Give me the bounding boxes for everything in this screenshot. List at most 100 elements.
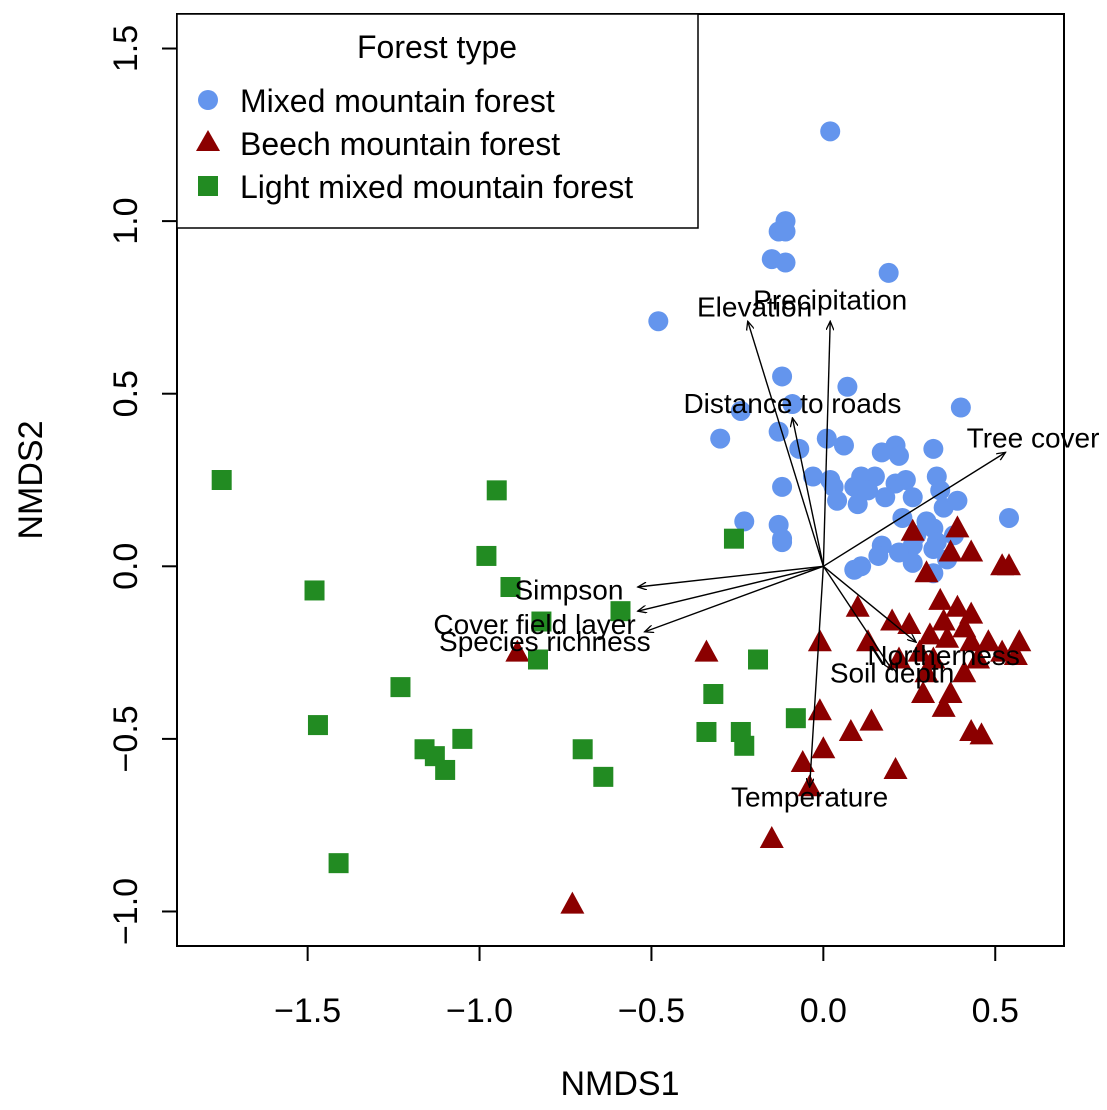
x-tick-label: 0.5 — [972, 992, 1019, 1030]
point-beech — [790, 750, 815, 773]
y-axis-title: NMDS2 — [12, 420, 50, 539]
vector-label: Precipitation — [753, 285, 907, 316]
point-light — [390, 677, 411, 698]
y-tick-label: 1.0 — [107, 197, 145, 244]
vector-arrow — [810, 566, 825, 787]
point-beech — [945, 515, 970, 538]
point-beech — [897, 611, 922, 634]
point-beech — [945, 594, 970, 617]
point-mixed — [833, 435, 854, 456]
point-beech — [914, 660, 939, 683]
point-mixed — [648, 311, 669, 332]
vector-label: Temperature — [731, 782, 888, 813]
vector-label: Elevation — [697, 291, 812, 322]
vector: Cover field layer — [433, 565, 824, 640]
x-axis-title: NMDS1 — [560, 1065, 679, 1103]
point-beech — [694, 639, 719, 662]
point-light — [748, 649, 769, 670]
point-mixed — [803, 466, 824, 487]
point-beech — [976, 629, 1001, 652]
point-mixed — [858, 480, 879, 501]
point-beech — [935, 625, 960, 648]
point-beech — [859, 708, 884, 731]
legend-label-mixed: Mixed mountain forest — [240, 83, 555, 119]
point-mixed — [878, 262, 899, 283]
vector-arrow — [822, 452, 1005, 567]
vector-arrow — [638, 565, 824, 611]
point-mixed — [827, 490, 848, 511]
point-mixed — [775, 221, 796, 242]
point-beech — [966, 646, 991, 669]
vector-arrow — [792, 418, 825, 567]
point-beech — [811, 736, 836, 759]
point-beech — [938, 539, 963, 562]
point-light — [572, 739, 593, 760]
point-beech — [911, 681, 936, 704]
vector: Simpson — [514, 565, 824, 605]
point-mixed — [902, 487, 923, 508]
vector: Temperature — [731, 566, 888, 813]
vector: Precipitation — [753, 285, 907, 567]
point-beech — [883, 756, 908, 779]
vector-arrow — [638, 565, 824, 587]
point-light — [531, 611, 552, 632]
x-tick-label: −0.5 — [618, 992, 685, 1030]
point-mixed — [772, 476, 793, 497]
point-beech — [931, 608, 956, 631]
y-tick-label: −0.5 — [107, 705, 145, 772]
point-beech — [917, 622, 942, 645]
vector-arrow — [822, 565, 916, 642]
point-mixed — [820, 121, 841, 142]
point-light — [328, 853, 349, 874]
point-mixed — [947, 490, 968, 511]
point-beech — [959, 629, 984, 652]
point-light — [304, 580, 325, 601]
point-mixed — [930, 480, 951, 501]
point-beech — [928, 587, 953, 610]
point-light — [527, 649, 548, 670]
point-beech — [900, 518, 925, 541]
point-light — [696, 721, 717, 742]
point-beech — [931, 694, 956, 717]
point-mixed — [847, 494, 868, 515]
point-beech — [959, 539, 984, 562]
legend-marker-beech — [196, 130, 220, 151]
point-light — [723, 528, 744, 549]
point-beech — [560, 891, 585, 914]
point-beech — [990, 639, 1015, 662]
vector-label: Cover field layer — [433, 609, 635, 640]
point-beech — [505, 639, 530, 662]
point-light — [500, 577, 521, 598]
point-light — [435, 759, 456, 780]
point-light — [211, 470, 232, 490]
y-tick-label: 1.5 — [107, 25, 145, 72]
vector: Elevation — [697, 291, 825, 567]
point-mixed — [868, 545, 889, 566]
y-axis: −1.0 −0.5 0.0 0.5 1.0 1.5 — [107, 25, 178, 945]
x-tick-label: −1.5 — [274, 992, 341, 1030]
point-mixed — [998, 507, 1019, 528]
y-tick-label: 0.5 — [107, 370, 145, 417]
point-beech — [1003, 643, 1028, 666]
point-beech — [880, 608, 905, 631]
legend: Forest type Mixed mountain forest Beech … — [176, 13, 699, 229]
x-tick-label: 0.0 — [800, 992, 847, 1030]
point-light — [610, 601, 631, 622]
vector-arrow — [645, 565, 824, 632]
point-beech — [1007, 629, 1032, 652]
vector: Distance to roads — [683, 388, 901, 567]
legend-box — [176, 13, 699, 229]
series-2 — [211, 470, 806, 874]
point-beech — [856, 629, 881, 652]
point-mixed — [875, 487, 896, 508]
point-beech — [952, 660, 977, 683]
vector-arrow — [822, 565, 892, 670]
y-tick-label: 0.0 — [107, 543, 145, 590]
point-mixed — [710, 428, 731, 449]
point-mixed — [772, 532, 793, 553]
point-light — [486, 480, 507, 501]
point-mixed — [734, 511, 755, 532]
point-beech — [838, 718, 863, 741]
point-mixed — [923, 438, 944, 459]
